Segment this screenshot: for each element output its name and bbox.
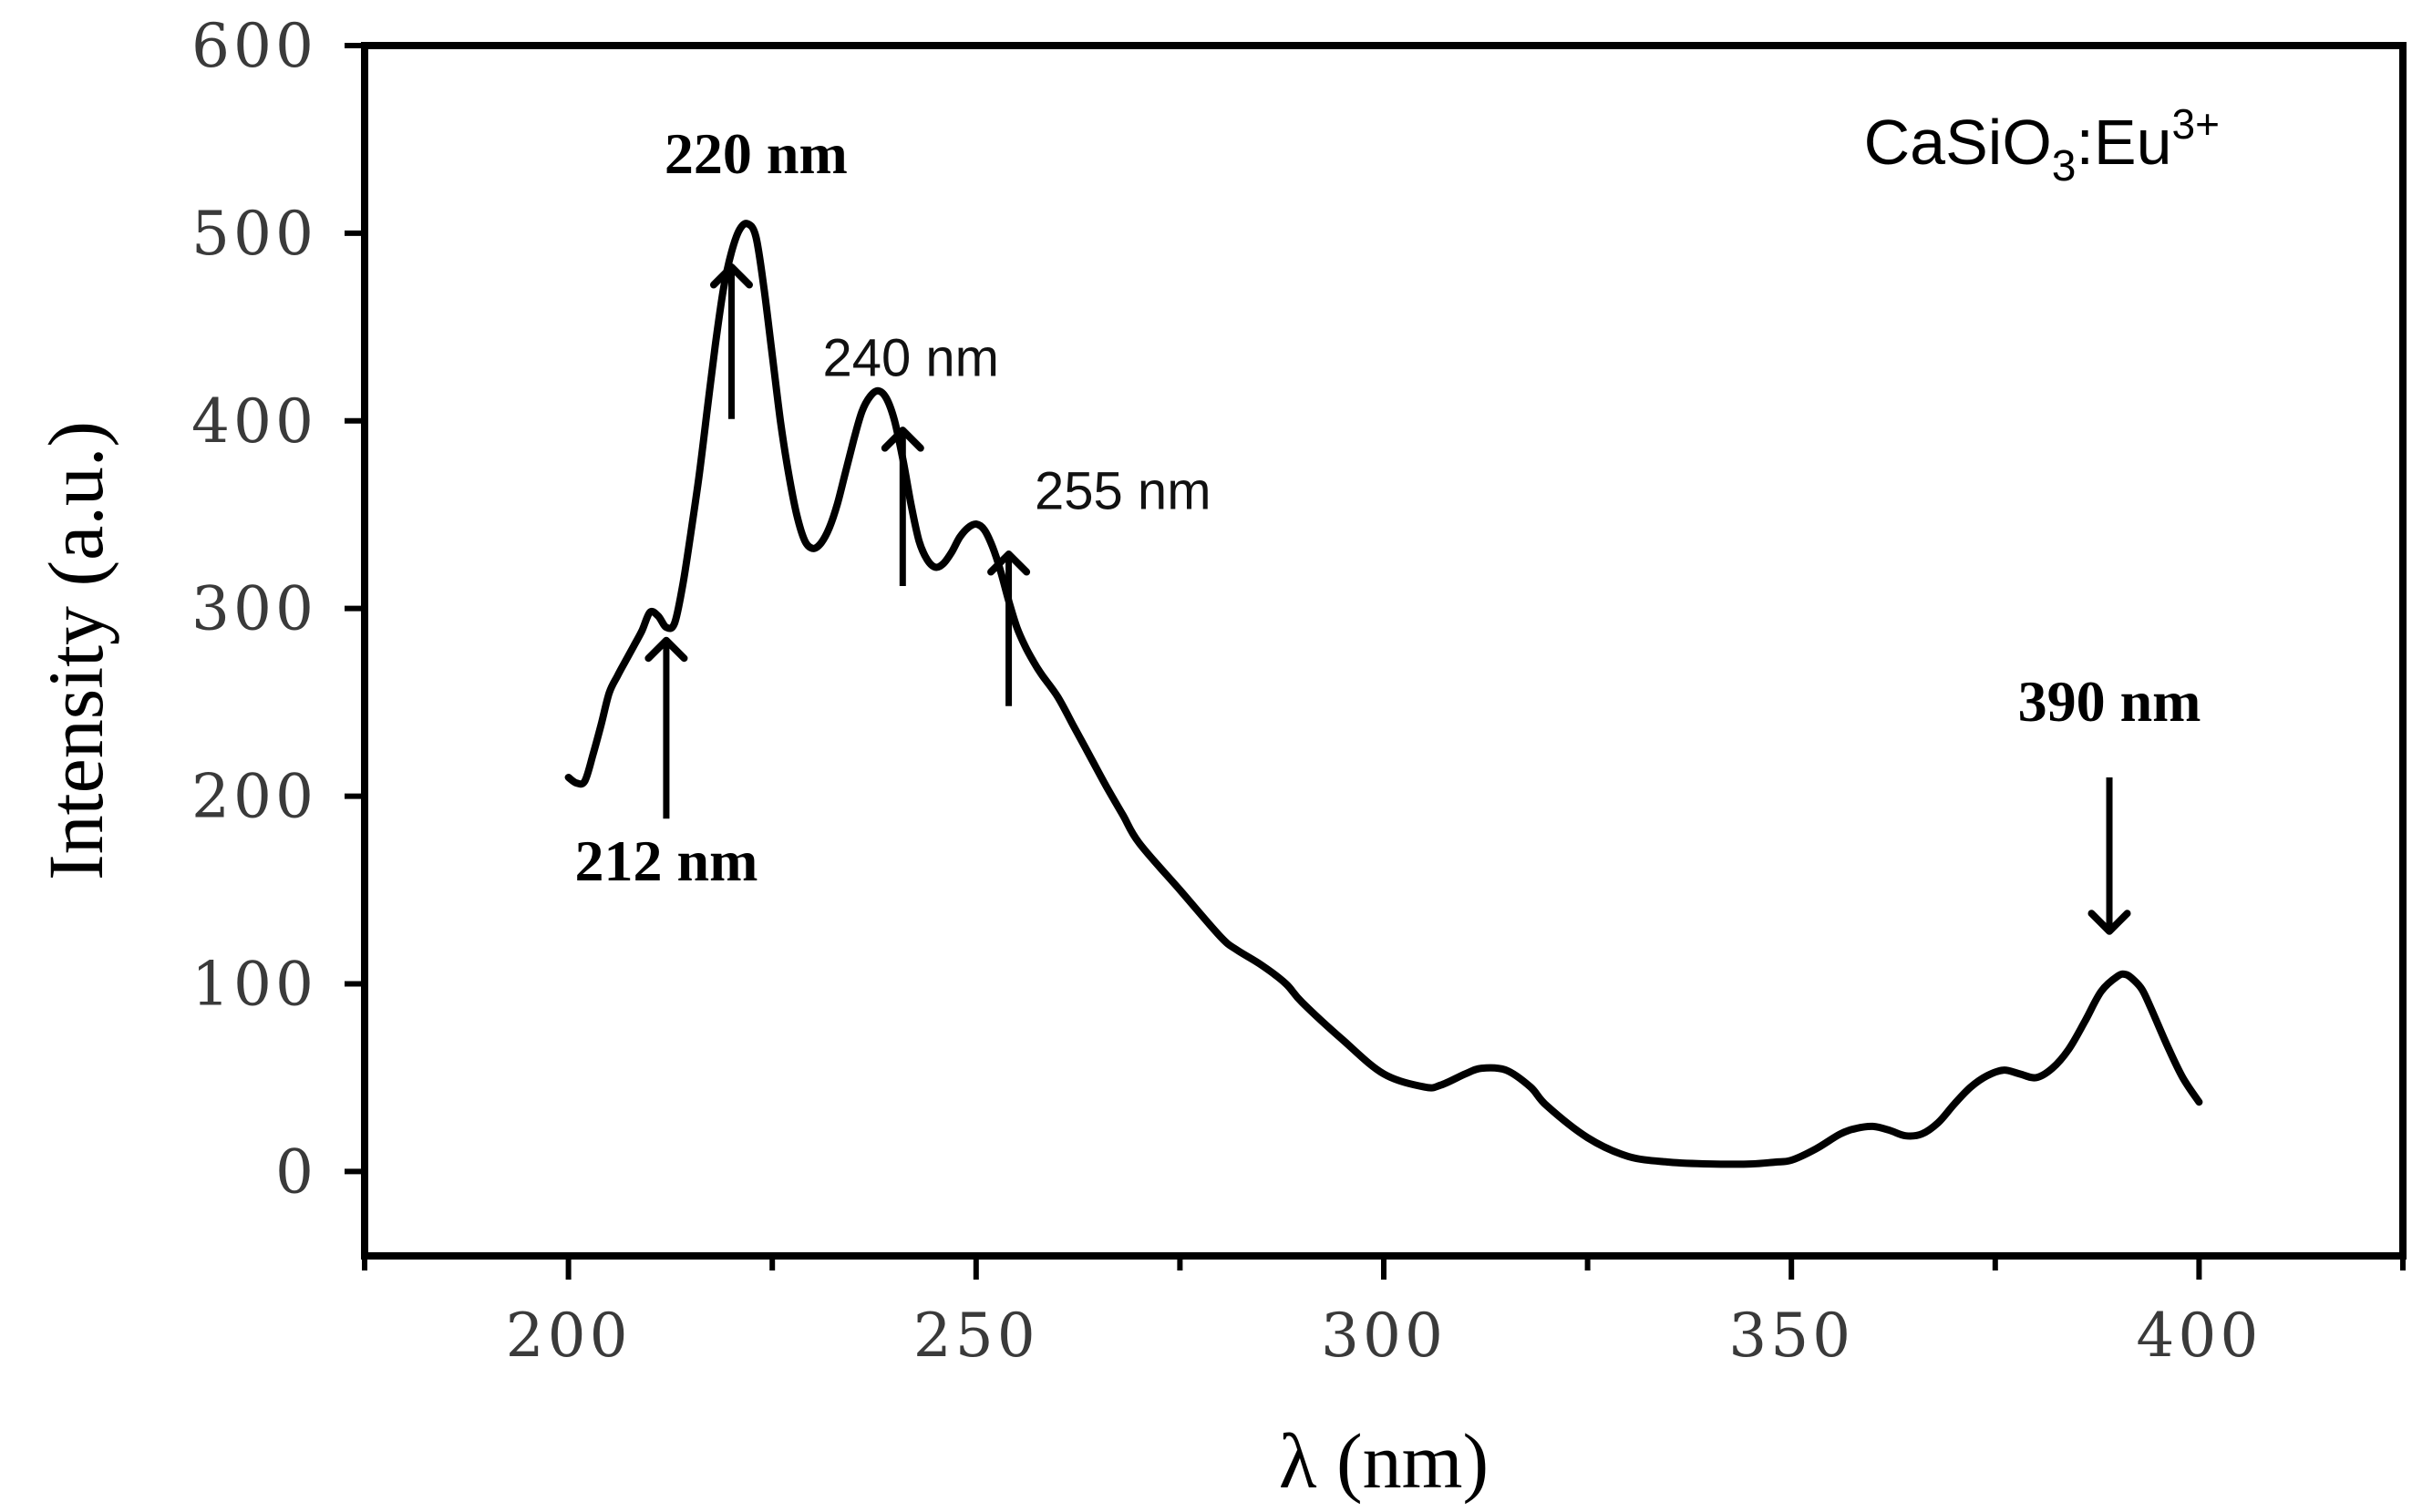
annotation-label: 240 nm [823, 328, 999, 387]
annotation-label: 255 nm [1035, 462, 1211, 521]
y-tick-label: 500 [191, 199, 317, 269]
y-tick-label: 300 [191, 574, 317, 644]
y-tick-label: 200 [191, 762, 317, 832]
y-tick-label: 400 [191, 386, 317, 457]
sample-label-subscript: 3 [2052, 142, 2077, 190]
x-tick-label: 350 [1728, 1301, 1854, 1371]
y-tick-label: 600 [191, 11, 317, 81]
x-axis-title: λ (nm) [1279, 1417, 1489, 1505]
sample-label-mid: :Eu [2076, 107, 2171, 178]
y-tick-label: 0 [275, 1137, 317, 1207]
annotation-label: 390 nm [2018, 669, 2201, 734]
y-axis: 0 100 200 300 400 500 600 [191, 11, 365, 1207]
annotation-label: 212 nm [574, 828, 758, 893]
x-tick-label: 250 [913, 1301, 1039, 1371]
sample-label-superscript: 3+ [2172, 100, 2220, 148]
x-axis: 200 250 300 350 400 [362, 1256, 2406, 1371]
x-tick-label: 400 [2136, 1301, 2262, 1371]
x-tick-label: 200 [506, 1301, 632, 1371]
sample-label-base: CaSiO [1864, 107, 2052, 178]
annotations: 212 nm 220 nm 240 nm 255 nm 390 nm [574, 121, 2201, 935]
y-axis-title: Intensity (a.u.) [32, 421, 119, 880]
annotation-label: 220 nm [665, 121, 848, 186]
x-tick-label: 300 [1321, 1301, 1447, 1371]
series-line [564, 220, 2203, 1168]
sample-label: CaSiO3:Eu3+ [1864, 100, 2220, 190]
y-tick-label: 100 [191, 949, 317, 1019]
